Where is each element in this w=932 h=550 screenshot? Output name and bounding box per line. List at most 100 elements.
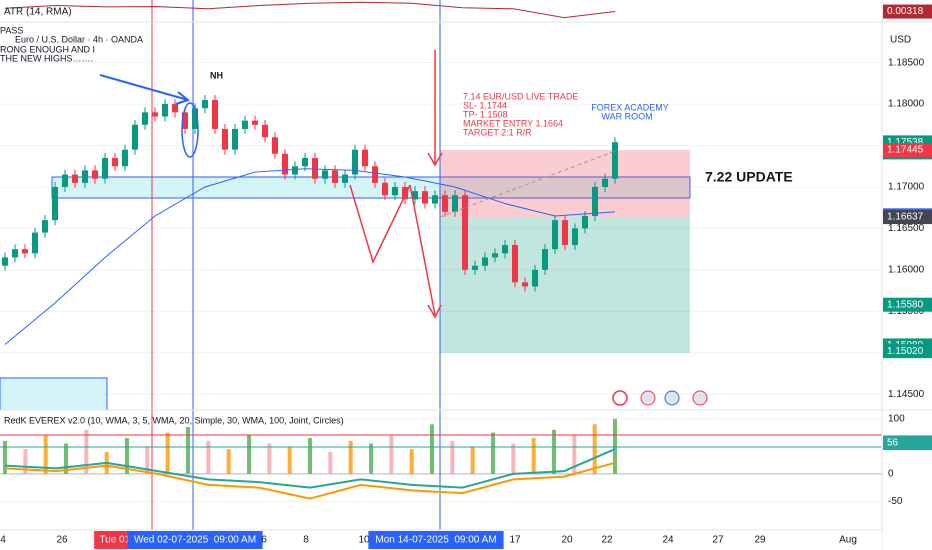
price-tag [883,297,932,312]
x-tick-label: 4 [0,535,6,546]
candle-body [152,112,158,117]
currency: USD [890,35,911,46]
histogram-bar [84,429,89,474]
x-tick-label: Aug [839,535,857,546]
histogram-bar [125,438,129,474]
time-highlight-label: Wed 02-07-2025 09:00 AM [134,535,256,546]
candle-body [252,120,258,125]
candle-body [462,195,468,270]
y-tick-label: 1.18000 [888,99,925,110]
price-tag-label: 1.16637 [887,212,924,223]
histogram-bar [430,424,434,474]
candle-body [232,128,238,150]
highlight-ellipse [181,102,199,158]
candle-body [322,170,328,179]
candle-body [492,253,498,258]
histogram-bar [43,435,48,474]
icons [612,390,708,406]
moving-average [4,168,616,345]
time-highlight [368,531,504,549]
price-tag-label: 1.15580 [887,299,924,310]
histogram-bar [23,449,28,474]
x-tick-label: 17 [509,535,521,546]
histogram-bar [145,446,150,474]
red-arrow [427,50,443,167]
room-note: FOREX ACADEMY [591,102,669,112]
histogram-bar [226,449,231,474]
candle-body [532,269,538,287]
icon [692,390,708,406]
drawing-layer [0,50,882,448]
candle-body [602,178,608,187]
y-tick-label: 1.18500 [888,57,925,68]
candle-body [512,245,518,283]
overlay-text: PASS [0,25,23,35]
price-tag-label: 0.00318 [887,6,924,17]
y-tick-label: 1.16500 [888,223,925,234]
price-tag [883,4,932,19]
histogram-bar [572,435,577,474]
price-tag [883,143,932,158]
red-v-path [349,184,411,265]
atr-line [4,1,616,19]
histogram-bar [409,449,414,474]
y-tick-label: 1.14500 [888,389,925,400]
candle-body [402,186,408,200]
histogram-bar [206,440,211,474]
y-tick-label: 0 [888,468,894,479]
data-layer [2,1,618,500]
candle-body [562,220,568,246]
candle-body [582,216,588,229]
candle-body [522,282,528,287]
candle-body [342,174,348,183]
candle-body [262,124,268,138]
time-highlight [127,531,263,549]
price-tag-label: 56 [887,438,899,449]
candle-body [412,191,418,200]
candle-body [102,157,108,179]
trade-note: MARKET ENTRY 1.1664 [463,118,563,128]
text-layer: ATR (14, RMA) USD PASS Euro / U.S. Dolla… [0,4,932,549]
icon [640,390,656,406]
candle-body [42,220,48,233]
candle-body [72,174,78,183]
price-tag-label: 1.15020 [887,346,924,357]
x-tick-label: 26 [56,535,68,546]
candle-body [62,174,68,187]
zone-layer [0,0,691,530]
candle-body [472,265,478,270]
candle-body [482,257,488,266]
candle-body [422,191,428,204]
histogram-bar [450,440,455,474]
x-tick-label: 8 [303,535,309,546]
candle-body [12,249,18,258]
update-note: 7.22 UPDATE [705,169,793,185]
candle-body [192,108,198,129]
candle-body [202,99,208,109]
candle-body [92,170,98,179]
time-highlight-label: Tue 01-07 [99,535,145,546]
histogram-bar [511,443,516,474]
y-tick-label: 1.16000 [888,265,925,276]
x-tick-label: 10 [358,535,370,546]
candle-body [182,112,188,129]
time-highlight-label: Mon 14-07-2025 09:00 AM [375,535,496,546]
candle-body [362,149,368,167]
price-tag [883,436,932,451]
candle-body [352,149,358,175]
candle-body [132,124,138,150]
symbol: Euro / U.S. Dollar · 4h · OANDA [15,34,143,44]
peak-note: NH [210,70,223,80]
x-tick-label: 29 [754,535,766,546]
histogram-bar [267,443,272,474]
candle-body [122,149,128,167]
histogram-bar [531,438,536,474]
icon [612,390,628,406]
price-tag [883,344,932,359]
candle-body [172,104,178,113]
candle-body [272,137,278,154]
indicator-title: RedK EVEREX v2.0 (10, WMA, 3, 5, WMA, 20… [4,415,344,425]
x-tick-label: 6 [261,535,267,546]
candle-body [292,166,298,175]
